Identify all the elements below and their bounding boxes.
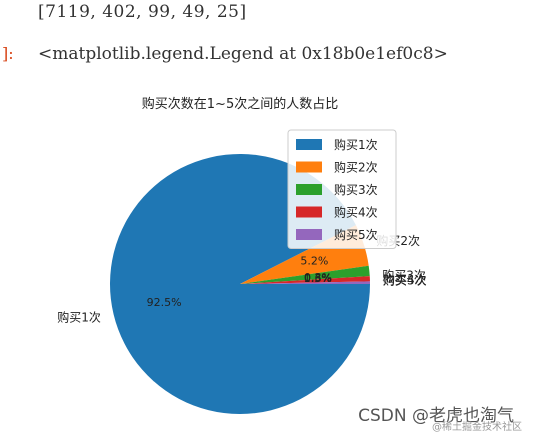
slice-label-1: 购买1次 (57, 309, 101, 324)
slice-pct-5: 0.3% (304, 271, 332, 284)
legend-label-5: 购买5次 (334, 227, 378, 242)
slice-pct-3: 1.3% (304, 272, 332, 285)
watermark: CSDN @老虎也淘气 (358, 406, 514, 426)
legend-swatch-3 (296, 184, 322, 195)
slice-pct-2: 5.2% (300, 255, 328, 268)
pie-slice-3 (240, 265, 370, 284)
legend-frame (287, 129, 397, 249)
legend-swatch-5 (296, 229, 322, 240)
chart-title: 购买次数在1~5次之间的人数占比 (142, 96, 338, 112)
pie-slice-4 (240, 276, 370, 284)
slice-label-4: 购买4次 (383, 272, 427, 287)
cell-prompt: ]: (2, 44, 14, 63)
cell-output-legend-repr: <matplotlib.legend.Legend at 0x18b0e1ef0… (38, 44, 448, 64)
legend-label-2: 购买2次 (334, 160, 378, 175)
pie-slice-5 (240, 281, 370, 284)
legend-swatch-1 (296, 139, 322, 150)
legend-label-1: 购买1次 (334, 137, 378, 152)
slice-pct-1: 92.5% (147, 296, 182, 309)
cell-output-text: [7119, 402, 99, 49, 25] (38, 2, 247, 22)
watermark-sub: @稀土掘金技术社区 (432, 422, 522, 433)
slice-label-3: 购买3次 (382, 268, 426, 283)
legend-swatch-4 (296, 206, 322, 218)
slice-label-5: 购买5次 (383, 273, 427, 288)
legend-label-3: 购买3次 (334, 182, 378, 197)
slice-pct-4: 0.6% (304, 272, 332, 285)
legend-swatch-2 (296, 161, 322, 173)
legend-label-4: 购买4次 (334, 205, 378, 220)
